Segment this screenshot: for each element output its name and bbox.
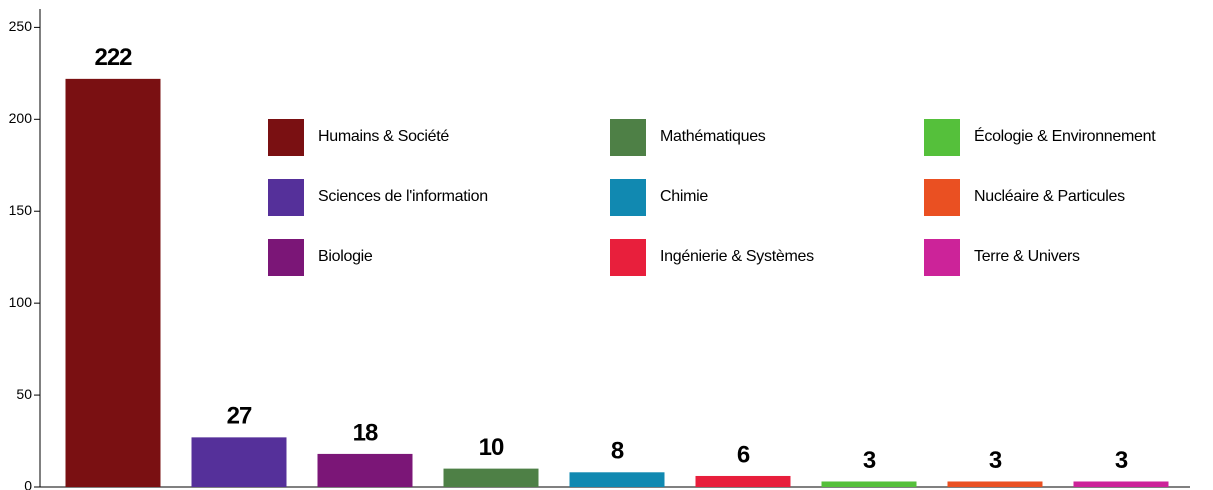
legend-swatch	[610, 119, 646, 156]
value-label: 222	[94, 44, 132, 71]
legend-label: Ingénierie & Systèmes	[660, 248, 814, 265]
value-label: 3	[863, 447, 876, 474]
legend-label: Biologie	[318, 248, 373, 265]
legend-label: Humains & Société	[318, 128, 449, 145]
legend-swatch	[268, 119, 304, 156]
legend-swatch	[924, 239, 960, 276]
legend-label: Écologie & Environnement	[974, 126, 1156, 145]
y-tick-label: 250	[9, 18, 33, 34]
legend-swatch	[610, 239, 646, 276]
bar	[191, 437, 287, 487]
value-label: 10	[479, 434, 504, 461]
value-label: 27	[227, 403, 252, 430]
legend-label: Sciences de l'information	[318, 188, 488, 205]
legend-label: Chimie	[660, 188, 708, 205]
legend-label: Terre & Univers	[974, 248, 1080, 265]
y-tick-label: 150	[9, 202, 33, 218]
bar	[695, 475, 791, 487]
y-tick-label: 0	[24, 478, 32, 490]
value-label: 6	[737, 441, 750, 468]
bar	[443, 468, 539, 487]
bar	[821, 481, 917, 487]
value-label: 3	[989, 447, 1002, 474]
value-label: 3	[1115, 447, 1128, 474]
y-tick-label: 200	[9, 110, 33, 126]
bar	[569, 472, 665, 487]
legend-label: Nucléaire & Particules	[974, 188, 1125, 205]
legend-swatch	[924, 119, 960, 156]
bar	[317, 453, 413, 487]
legend-swatch	[924, 179, 960, 216]
y-tick-label: 100	[9, 294, 33, 310]
value-label: 8	[611, 438, 624, 465]
legend-swatch	[268, 239, 304, 276]
y-tick-label: 50	[16, 386, 32, 402]
bar	[1073, 481, 1169, 487]
legend-label: Mathématiques	[660, 128, 766, 145]
bar	[947, 481, 1043, 487]
bar	[65, 78, 161, 487]
value-label: 18	[353, 419, 378, 446]
legend-swatch	[610, 179, 646, 216]
legend-swatch	[268, 179, 304, 216]
